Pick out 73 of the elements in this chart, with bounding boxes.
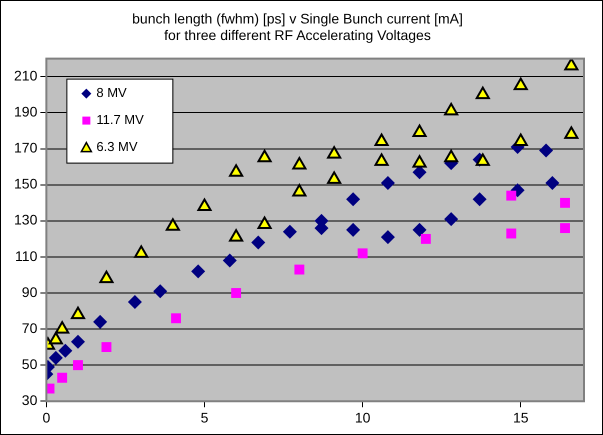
point bbox=[444, 150, 458, 162]
point bbox=[476, 153, 490, 166]
point bbox=[374, 153, 389, 166]
y-tick-label: 130 bbox=[14, 212, 38, 228]
point bbox=[258, 150, 272, 162]
point bbox=[258, 216, 272, 229]
point bbox=[70, 334, 85, 349]
y-tick-label: 210 bbox=[14, 67, 38, 84]
point bbox=[358, 248, 368, 258]
point bbox=[128, 295, 142, 310]
point bbox=[539, 144, 554, 158]
point bbox=[222, 254, 237, 268]
y-tick-label: 50 bbox=[22, 356, 38, 372]
y-tick-label: 170 bbox=[14, 140, 38, 156]
point bbox=[93, 314, 108, 329]
point bbox=[48, 350, 63, 365]
point bbox=[153, 284, 168, 298]
point bbox=[545, 176, 560, 190]
point bbox=[444, 102, 458, 116]
point bbox=[282, 224, 297, 239]
point bbox=[58, 344, 72, 358]
point bbox=[73, 360, 83, 370]
x-tick-label: 10 bbox=[354, 409, 371, 426]
point bbox=[514, 78, 528, 90]
point bbox=[327, 146, 342, 159]
point bbox=[506, 228, 516, 238]
x-tick-label: 15 bbox=[512, 409, 529, 426]
x-tick-label: 0 bbox=[42, 409, 50, 426]
point bbox=[506, 190, 516, 201]
point bbox=[166, 218, 180, 231]
point bbox=[191, 264, 206, 278]
y-tick-label: 190 bbox=[14, 104, 38, 120]
point bbox=[380, 176, 395, 190]
point bbox=[514, 134, 528, 146]
point bbox=[374, 134, 389, 146]
legend-label: 6.3 MV bbox=[96, 139, 138, 154]
point bbox=[346, 222, 360, 237]
point bbox=[327, 171, 342, 184]
point bbox=[472, 192, 487, 206]
y-tick-label: 110 bbox=[15, 248, 38, 264]
point bbox=[420, 234, 431, 244]
point bbox=[102, 342, 112, 352]
point bbox=[229, 164, 244, 177]
point bbox=[564, 58, 578, 70]
y-tick-label: 30 bbox=[22, 392, 38, 408]
point bbox=[444, 212, 458, 226]
y-tick-label: 150 bbox=[14, 176, 38, 192]
point bbox=[231, 288, 242, 298]
point bbox=[197, 198, 212, 211]
point bbox=[346, 192, 360, 206]
point bbox=[412, 155, 427, 168]
point bbox=[380, 230, 395, 244]
point bbox=[229, 229, 244, 242]
point bbox=[251, 236, 266, 250]
chart-title: bunch length (fwhm) [ps] v Single Bunch current [mA] for three different RF Accelerating Voltages bbox=[132, 10, 463, 44]
point bbox=[412, 124, 427, 138]
point bbox=[294, 264, 304, 275]
point bbox=[560, 223, 570, 234]
x-tick-label: 5 bbox=[200, 409, 209, 426]
y-tick-label: 70 bbox=[22, 320, 38, 336]
point bbox=[171, 313, 181, 324]
y-tick-label: 90 bbox=[22, 284, 38, 300]
legend-label: 11.7 MV bbox=[96, 112, 144, 128]
point bbox=[564, 126, 578, 139]
point bbox=[476, 86, 490, 100]
point bbox=[292, 184, 306, 197]
point bbox=[412, 222, 427, 237]
legend-label: 8 MV bbox=[96, 85, 128, 100]
point bbox=[134, 245, 148, 258]
point bbox=[560, 198, 570, 208]
point bbox=[57, 372, 68, 383]
point bbox=[99, 270, 114, 284]
point bbox=[292, 156, 306, 170]
